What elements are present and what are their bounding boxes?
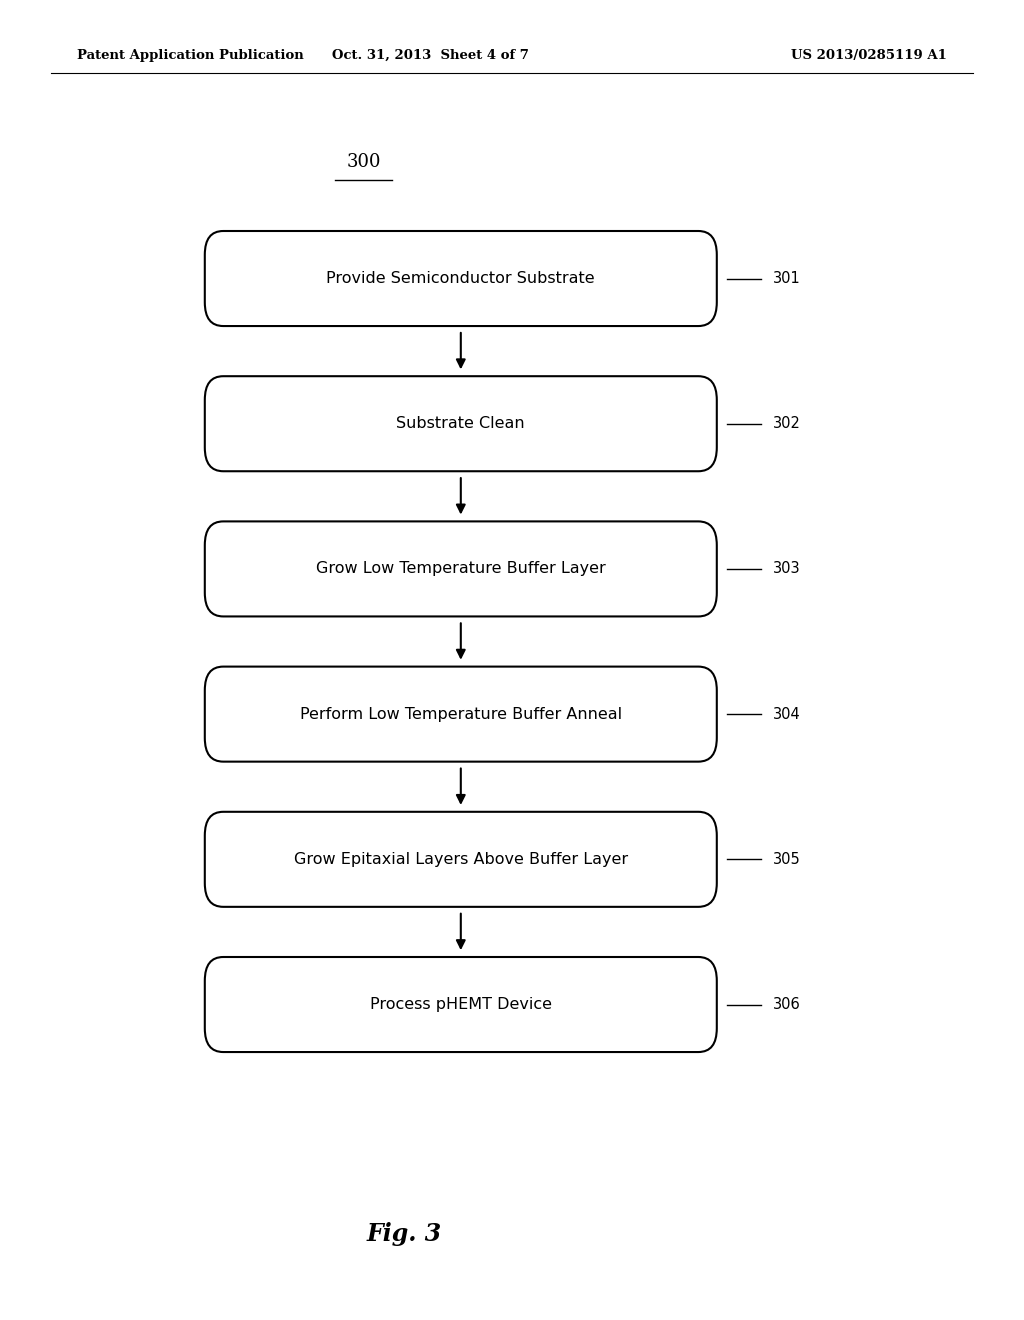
Text: 300: 300 xyxy=(346,153,381,172)
Text: Grow Low Temperature Buffer Layer: Grow Low Temperature Buffer Layer xyxy=(316,561,605,577)
Text: 305: 305 xyxy=(773,851,801,867)
Text: Provide Semiconductor Substrate: Provide Semiconductor Substrate xyxy=(327,271,595,286)
Text: Oct. 31, 2013  Sheet 4 of 7: Oct. 31, 2013 Sheet 4 of 7 xyxy=(332,49,528,62)
Text: 306: 306 xyxy=(773,997,801,1012)
Text: 302: 302 xyxy=(773,416,801,432)
Text: Perform Low Temperature Buffer Anneal: Perform Low Temperature Buffer Anneal xyxy=(300,706,622,722)
FancyBboxPatch shape xyxy=(205,667,717,762)
Text: Substrate Clean: Substrate Clean xyxy=(396,416,525,432)
Text: Process pHEMT Device: Process pHEMT Device xyxy=(370,997,552,1012)
Text: Grow Epitaxial Layers Above Buffer Layer: Grow Epitaxial Layers Above Buffer Layer xyxy=(294,851,628,867)
FancyBboxPatch shape xyxy=(205,957,717,1052)
Text: Fig. 3: Fig. 3 xyxy=(367,1222,442,1246)
Text: Patent Application Publication: Patent Application Publication xyxy=(77,49,303,62)
FancyBboxPatch shape xyxy=(205,521,717,616)
Text: US 2013/0285119 A1: US 2013/0285119 A1 xyxy=(792,49,947,62)
FancyBboxPatch shape xyxy=(205,812,717,907)
Text: 304: 304 xyxy=(773,706,801,722)
FancyBboxPatch shape xyxy=(205,231,717,326)
FancyBboxPatch shape xyxy=(205,376,717,471)
Text: 301: 301 xyxy=(773,271,801,286)
Text: 303: 303 xyxy=(773,561,801,577)
